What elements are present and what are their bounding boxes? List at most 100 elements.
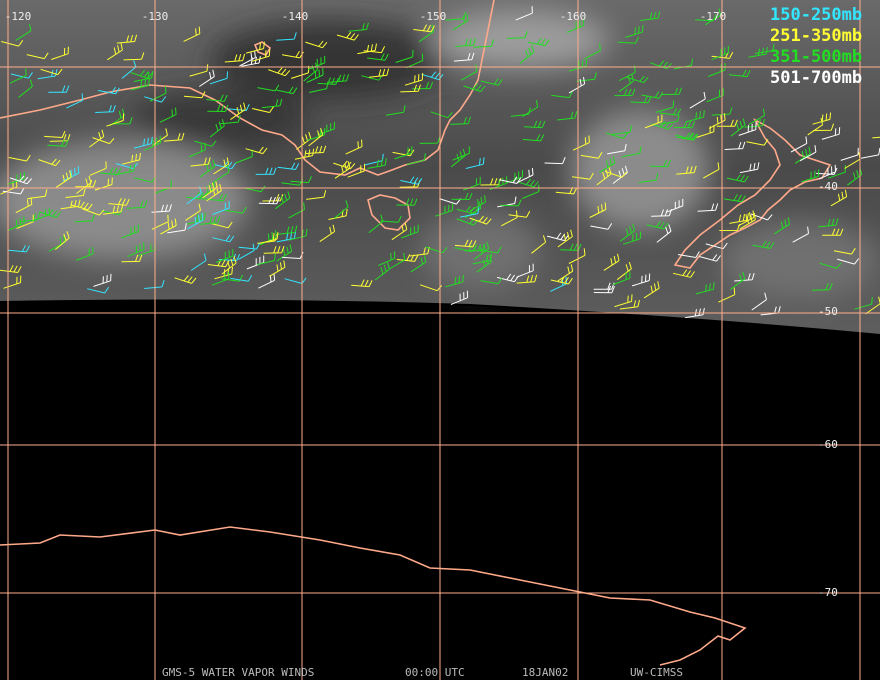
wind-barb	[305, 145, 327, 154]
wind-barb	[706, 88, 724, 103]
wind-barb	[400, 84, 421, 93]
wind-barb	[56, 170, 72, 188]
wind-barb	[812, 112, 832, 125]
wind-barb	[801, 169, 820, 183]
wind-barbs	[0, 6, 880, 319]
wind-barb	[603, 253, 620, 271]
wind-barb	[151, 204, 172, 213]
wind-barb	[1, 40, 24, 47]
wind-barb	[258, 273, 276, 289]
wind-barb	[368, 214, 384, 234]
wind-barb	[524, 120, 546, 129]
wind-barb	[395, 49, 414, 63]
wind-barb	[290, 175, 312, 184]
wind-barb	[394, 146, 413, 160]
wind-barb	[531, 235, 547, 254]
wind-barb	[754, 43, 775, 54]
latitude-label: -40	[818, 180, 838, 193]
wind-barb	[499, 176, 522, 184]
wind-barb	[44, 130, 66, 138]
wind-barb	[464, 244, 486, 252]
wind-barb	[746, 139, 769, 146]
wind-barb	[646, 221, 669, 230]
wind-barb	[435, 203, 454, 217]
wind-barb	[819, 262, 842, 269]
footer-text: 18JAN02	[522, 666, 568, 679]
wind-barb	[209, 119, 225, 138]
wind-barb	[396, 254, 419, 262]
wind-barb	[127, 242, 145, 258]
wind-barb	[241, 56, 261, 67]
wind-barb	[367, 53, 389, 61]
legend-entry: 150-250mb	[770, 5, 862, 25]
wind-barb	[605, 132, 628, 139]
longitude-label: -150	[420, 10, 447, 23]
wind-barb	[618, 74, 635, 93]
wind-barb	[183, 91, 206, 99]
wind-barb	[847, 167, 863, 186]
wind-barb	[131, 78, 150, 91]
wind-barb	[123, 52, 145, 61]
wind-barb	[319, 224, 336, 243]
wind-barb	[294, 148, 315, 160]
wind-barb	[307, 55, 326, 71]
wind-barb	[685, 307, 705, 319]
wind-barb	[729, 213, 749, 224]
wind-barb	[9, 68, 27, 84]
wind-barb	[837, 258, 860, 265]
wind-barb	[243, 185, 266, 193]
wind-barb	[672, 269, 695, 278]
wind-barb	[527, 37, 550, 47]
wind-barb	[99, 167, 122, 176]
wind-barb	[65, 188, 86, 198]
wind-barb	[207, 104, 229, 112]
wind-barb	[93, 273, 112, 287]
wind-barb	[259, 232, 279, 244]
wind-barb	[451, 192, 473, 200]
wind-barb	[92, 137, 115, 145]
wind-barb	[103, 204, 124, 215]
wind-barb	[89, 129, 105, 148]
wind-barb	[238, 242, 261, 250]
wind-barb	[674, 120, 696, 129]
wind-barb	[0, 265, 22, 273]
wind-barb	[420, 284, 443, 292]
wind-barb	[190, 157, 211, 167]
wind-barb	[818, 164, 836, 180]
wind-barb	[643, 281, 660, 299]
wind-barb	[480, 277, 503, 285]
wind-barb	[115, 164, 136, 176]
wind-barb	[522, 100, 539, 118]
wind-barb	[508, 210, 531, 218]
wind-barb	[711, 45, 729, 61]
longitude-label: -170	[700, 10, 727, 23]
wind-barb	[516, 167, 534, 184]
wind-barb	[566, 18, 585, 33]
wind-barb	[773, 217, 790, 235]
wind-barb	[460, 64, 478, 81]
wind-barb	[830, 189, 848, 207]
wind-barb	[708, 113, 726, 129]
wind-barb	[328, 74, 349, 83]
wind-barb	[26, 52, 49, 60]
wind-barb	[790, 136, 808, 153]
wind-barb	[557, 229, 573, 248]
wind-barb	[421, 71, 444, 81]
wind-barb	[572, 172, 594, 180]
wind-barb	[696, 124, 715, 138]
wind-barb	[74, 213, 95, 223]
wind-barb	[404, 72, 424, 86]
wind-barb	[207, 259, 230, 268]
wind-barb	[704, 8, 721, 26]
wind-barb	[15, 23, 32, 41]
wind-barb	[333, 200, 349, 219]
footer-text: GMS-5 WATER VAPOR WINDS	[162, 666, 314, 679]
wind-barb	[262, 98, 283, 109]
wind-barb	[2, 187, 25, 195]
wind-barb	[212, 234, 235, 243]
wind-barb	[160, 218, 177, 235]
wind-barb	[623, 231, 642, 245]
wind-barb	[723, 194, 746, 203]
wind-barb	[665, 198, 684, 213]
wind-barb	[363, 46, 386, 54]
